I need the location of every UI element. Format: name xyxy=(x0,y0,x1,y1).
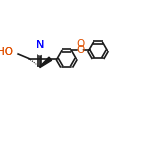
Text: HO: HO xyxy=(0,47,13,57)
Text: N: N xyxy=(36,40,45,50)
Text: O: O xyxy=(76,45,84,55)
Text: O: O xyxy=(76,39,84,49)
Polygon shape xyxy=(40,57,52,67)
Text: HO: HO xyxy=(0,47,13,57)
Circle shape xyxy=(37,50,42,55)
Text: N: N xyxy=(36,40,45,50)
Circle shape xyxy=(12,50,17,55)
Circle shape xyxy=(78,48,82,52)
